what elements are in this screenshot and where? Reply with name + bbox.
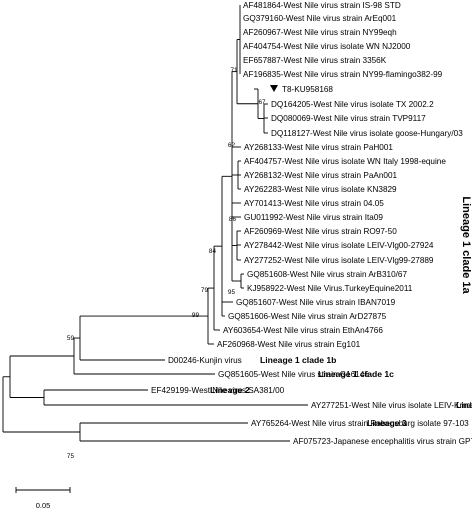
- bootstrap-value: 79: [201, 287, 209, 294]
- scale-bar-label: 0.05: [36, 501, 51, 510]
- leaf-label: GQ379160-West Nile virus strain ArEq001: [243, 14, 397, 23]
- leaf-label: AY277252-West Nile virus isolate LEIV-Vl…: [244, 256, 434, 265]
- lineage-label: Lineage 2: [210, 385, 250, 395]
- leaf-label: AY268132-West Nile virus strain PaAn001: [244, 171, 398, 180]
- leaf-label: AY701413-West Nile virus strain 04.05: [244, 199, 384, 208]
- leaf-label: KJ958922-West Nile Virus.TurkeyEquine201…: [247, 284, 413, 293]
- leaf-label: AF260969-West Nile virus strain RO97-50: [244, 227, 397, 236]
- triangle-marker-icon: [270, 85, 278, 92]
- leaf-label: GQ851608-West Nile virus strain ArB310/6…: [247, 270, 407, 279]
- scale-bar: 0.05: [15, 487, 71, 510]
- leaf-label: AF260968-West Nile virus strain Eg101: [217, 340, 361, 349]
- leaf-label: GQ851606-West Nile virus strain ArD27875: [228, 312, 387, 321]
- leaf-label: D00246-Kunjin virus: [168, 356, 242, 365]
- bootstrap-value: 86: [229, 216, 237, 223]
- leaf-label: AY603654-West Nile virus strain EthAn476…: [223, 326, 383, 335]
- leaf-label: EF429199-West Nile virus SA381/00: [151, 386, 285, 395]
- leaf-label: AF404754-West Nile virus isolate WN NJ20…: [243, 42, 411, 51]
- leaf-label: GU011992-West Nile virus strain Ita09: [244, 213, 383, 222]
- leaf-label: EF657887-West Nile virus strain 3356K: [243, 56, 387, 65]
- lineage-label: Lineage 1 clade 1c: [318, 369, 394, 379]
- lineage-label: Lineage 1 clade 1b: [260, 355, 336, 365]
- bootstrap-value: 75: [67, 453, 75, 460]
- bootstrap-value: 84: [209, 248, 217, 255]
- bootstrap-value: 67: [258, 99, 266, 106]
- bootstrap-values: 71 67 62 86 95 84 79 99 59 75: [67, 67, 266, 460]
- leaf-label: AF196835-West Nile virus strain NY99-fla…: [243, 70, 443, 79]
- leaf-label: AF260967-West Nile virus strain NY99eqh: [243, 28, 397, 37]
- leaf-label: AF481864-West Nile virus strain IS-98 ST…: [243, 1, 401, 10]
- leaf-label: GQ851607-West Nile virus strain IBAN7019: [236, 298, 396, 307]
- leaf-label: AF404757-West Nile virus isolate WN Ital…: [244, 157, 446, 166]
- lineage-labels: Lineage 1 clade 1b Lineage 1 clade 1c Line…: [210, 355, 472, 428]
- clade-1a-label: Lineage 1 clade 1a: [460, 196, 472, 294]
- leaf-label: AY262283-West Nile virus isolate KN3829: [244, 185, 397, 194]
- tree-branches: [2, 5, 308, 442]
- bootstrap-value: 71: [230, 67, 238, 74]
- lineage-label: Lineage 3: [367, 418, 407, 428]
- lineage-label: Lineage 4: [456, 400, 472, 410]
- leaf-label: T8-KU958168: [282, 85, 333, 94]
- bootstrap-value: 59: [67, 335, 75, 342]
- leaf-label: AF075723-Japanese encephalitis virus str…: [293, 437, 472, 446]
- leaf-label: GQ851605-West Nile virus strain G16146: [218, 370, 369, 379]
- leaf-label: DQ118127-West Nile virus isolate goose-H…: [271, 129, 463, 138]
- leaf-label: DQ080069-West Nile virus strain TVP9117: [271, 114, 426, 123]
- leaf-label: AY277251-West Nile virus isolate LEIV-Kr…: [311, 401, 472, 410]
- leaf-label: DQ164205-West Nile virus isolate TX 2002…: [271, 100, 434, 109]
- leaf-label: AY765264-West Nile virus strain Rabensbu…: [251, 419, 469, 428]
- bootstrap-value: 95: [228, 289, 236, 296]
- leaf-label: AY268133-West Nile virus strain PaH001: [244, 143, 393, 152]
- leaf-labels: AF481864-West Nile virus strain IS-98 ST…: [151, 1, 472, 446]
- leaf-label: AY278442-West Nile virus isolate LEIV-Vl…: [244, 241, 434, 250]
- bootstrap-value: 99: [192, 312, 200, 319]
- bootstrap-value: 62: [228, 142, 236, 149]
